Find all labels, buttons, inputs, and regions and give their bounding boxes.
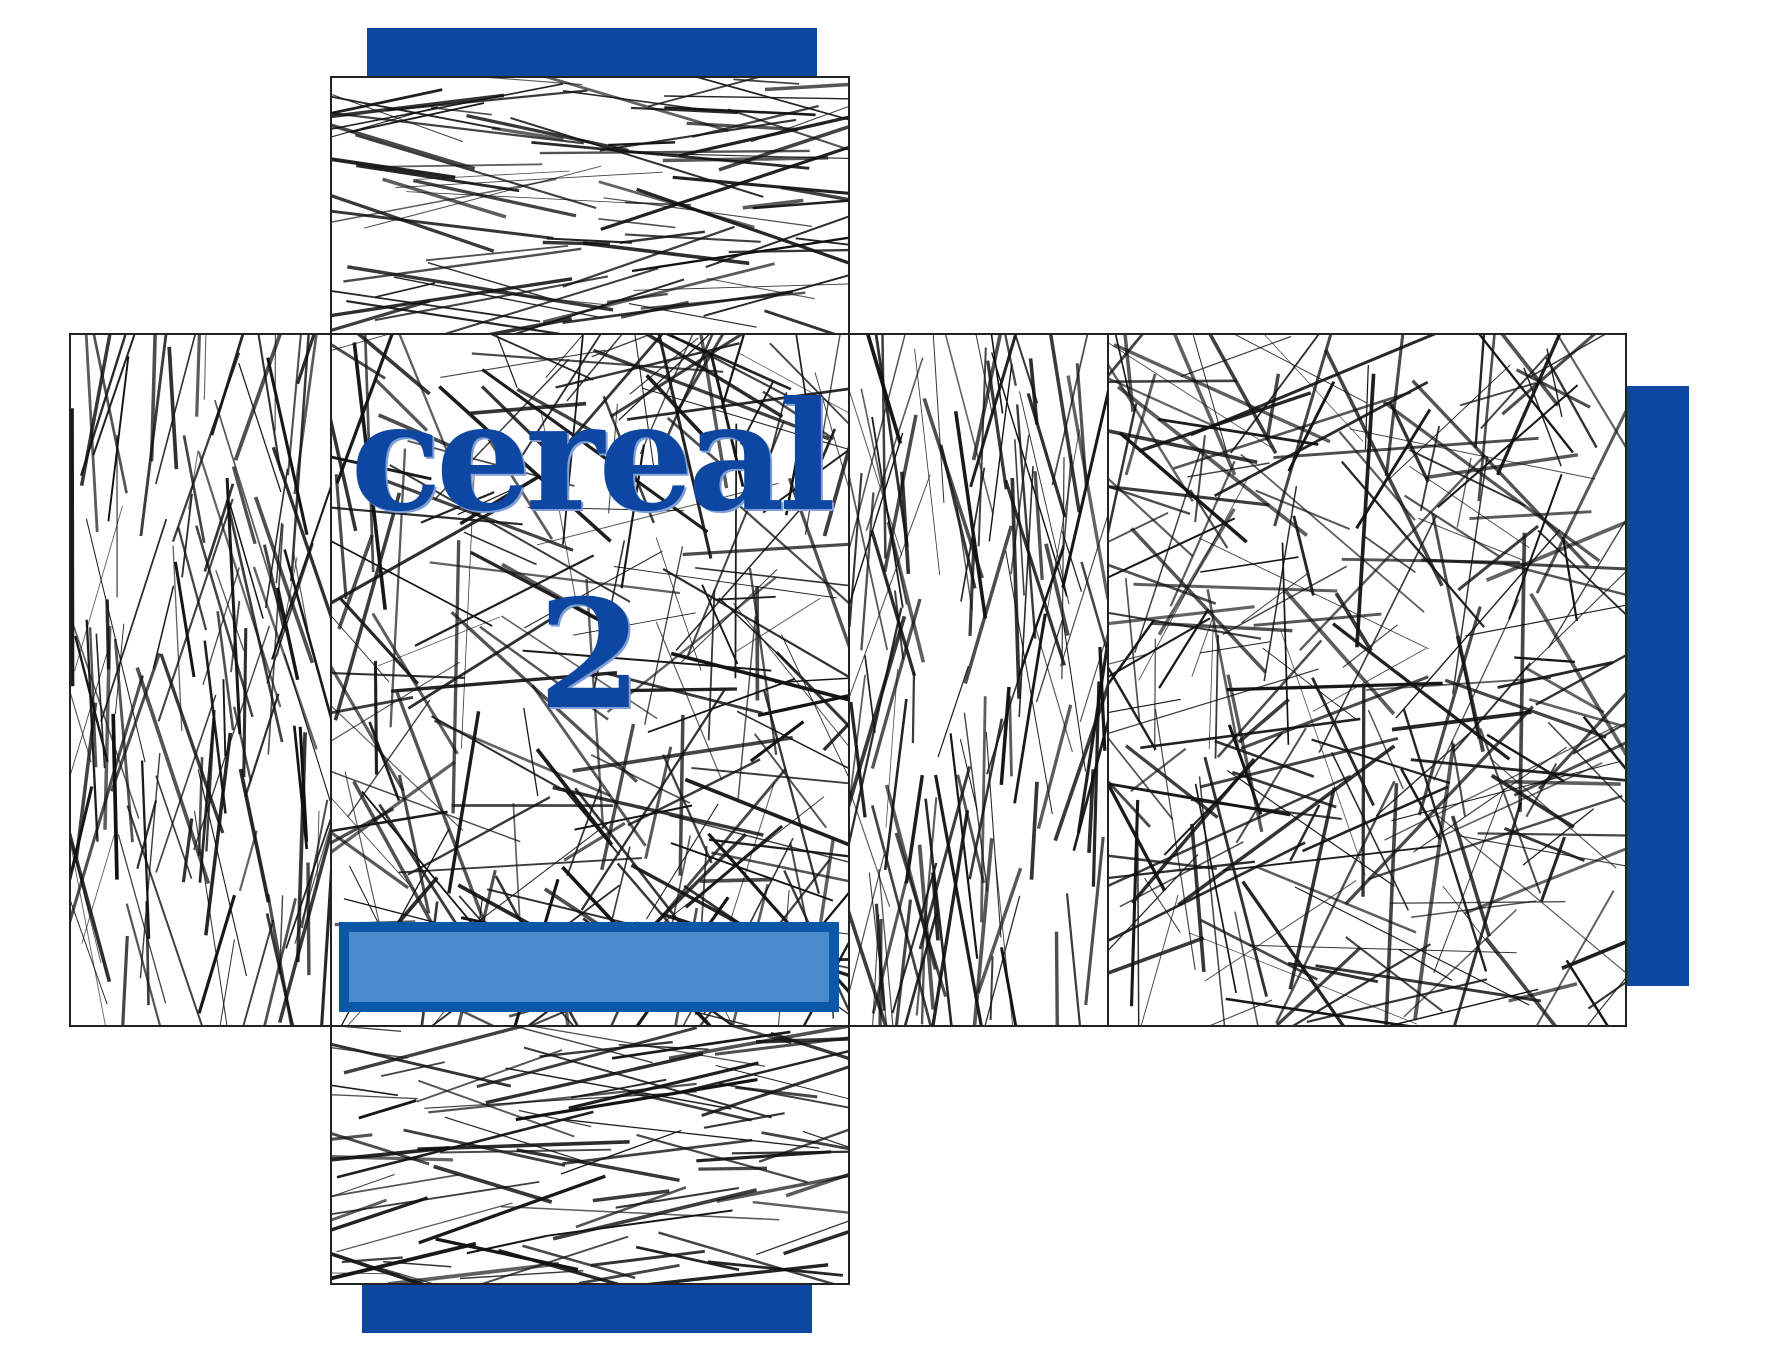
title-line-1: cereal bbox=[330, 382, 850, 532]
texture-line bbox=[1363, 687, 1364, 897]
front-label-bar bbox=[344, 927, 834, 1007]
top-flap bbox=[367, 28, 817, 77]
texture-line bbox=[1504, 782, 1620, 784]
texture-line bbox=[72, 408, 73, 686]
texture-line bbox=[1155, 639, 1156, 751]
texture-line bbox=[308, 863, 309, 976]
texture-line bbox=[244, 628, 246, 777]
texture-line bbox=[1010, 696, 1012, 777]
texture-line bbox=[1057, 932, 1059, 1115]
title-line-2: 2 bbox=[330, 580, 850, 730]
side-glue-flap bbox=[1626, 386, 1689, 986]
texture-line bbox=[913, 672, 914, 743]
bottom-flap bbox=[362, 1284, 812, 1333]
texture-line bbox=[700, 880, 772, 882]
texture-line bbox=[543, 242, 610, 244]
